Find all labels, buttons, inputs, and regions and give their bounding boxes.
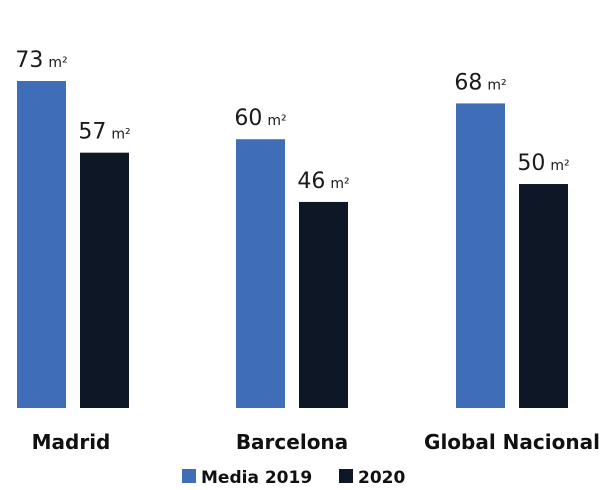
legend-swatch-media-2019 [182,469,196,483]
value-label-madrid-media-2019: 73 m² [15,48,67,73]
category-label-global-nacional: Global Nacional [424,430,600,454]
category-labels-group: Madrid Barcelona Global Nacional [32,430,600,454]
bar-barcelona-2020 [299,201,348,408]
bar-global-nacional-2020 [519,184,568,408]
bar-barcelona-media-2019 [236,139,285,408]
legend-item-media-2019: Media 2019 [182,468,312,488]
legend-label-media-2019: Media 2019 [201,468,312,488]
value-label-global-nacional-2020: 50 m² [517,151,569,176]
value-label-global-nacional-media-2019: 68 m² [454,70,506,95]
category-label-madrid: Madrid [32,430,111,454]
value-label-barcelona-2020: 46 m² [297,169,349,194]
value-labels-group: 73 m² 57 m² 60 m² 46 m² 68 m² 50 m² [15,48,569,194]
bar-global-nacional-media-2019 [456,103,505,408]
bar-madrid-2020 [80,152,129,408]
bar-madrid-media-2019 [17,81,66,408]
value-label-madrid-2020: 57 m² [78,120,130,145]
category-label-barcelona: Barcelona [236,430,348,454]
legend-swatch-2020 [339,469,353,483]
legend-label-2020: 2020 [358,468,405,488]
legend-item-2020: 2020 [339,468,405,488]
value-label-barcelona-media-2019: 60 m² [234,106,286,131]
legend: Media 2019 2020 [182,468,405,488]
bars-group [17,81,568,408]
